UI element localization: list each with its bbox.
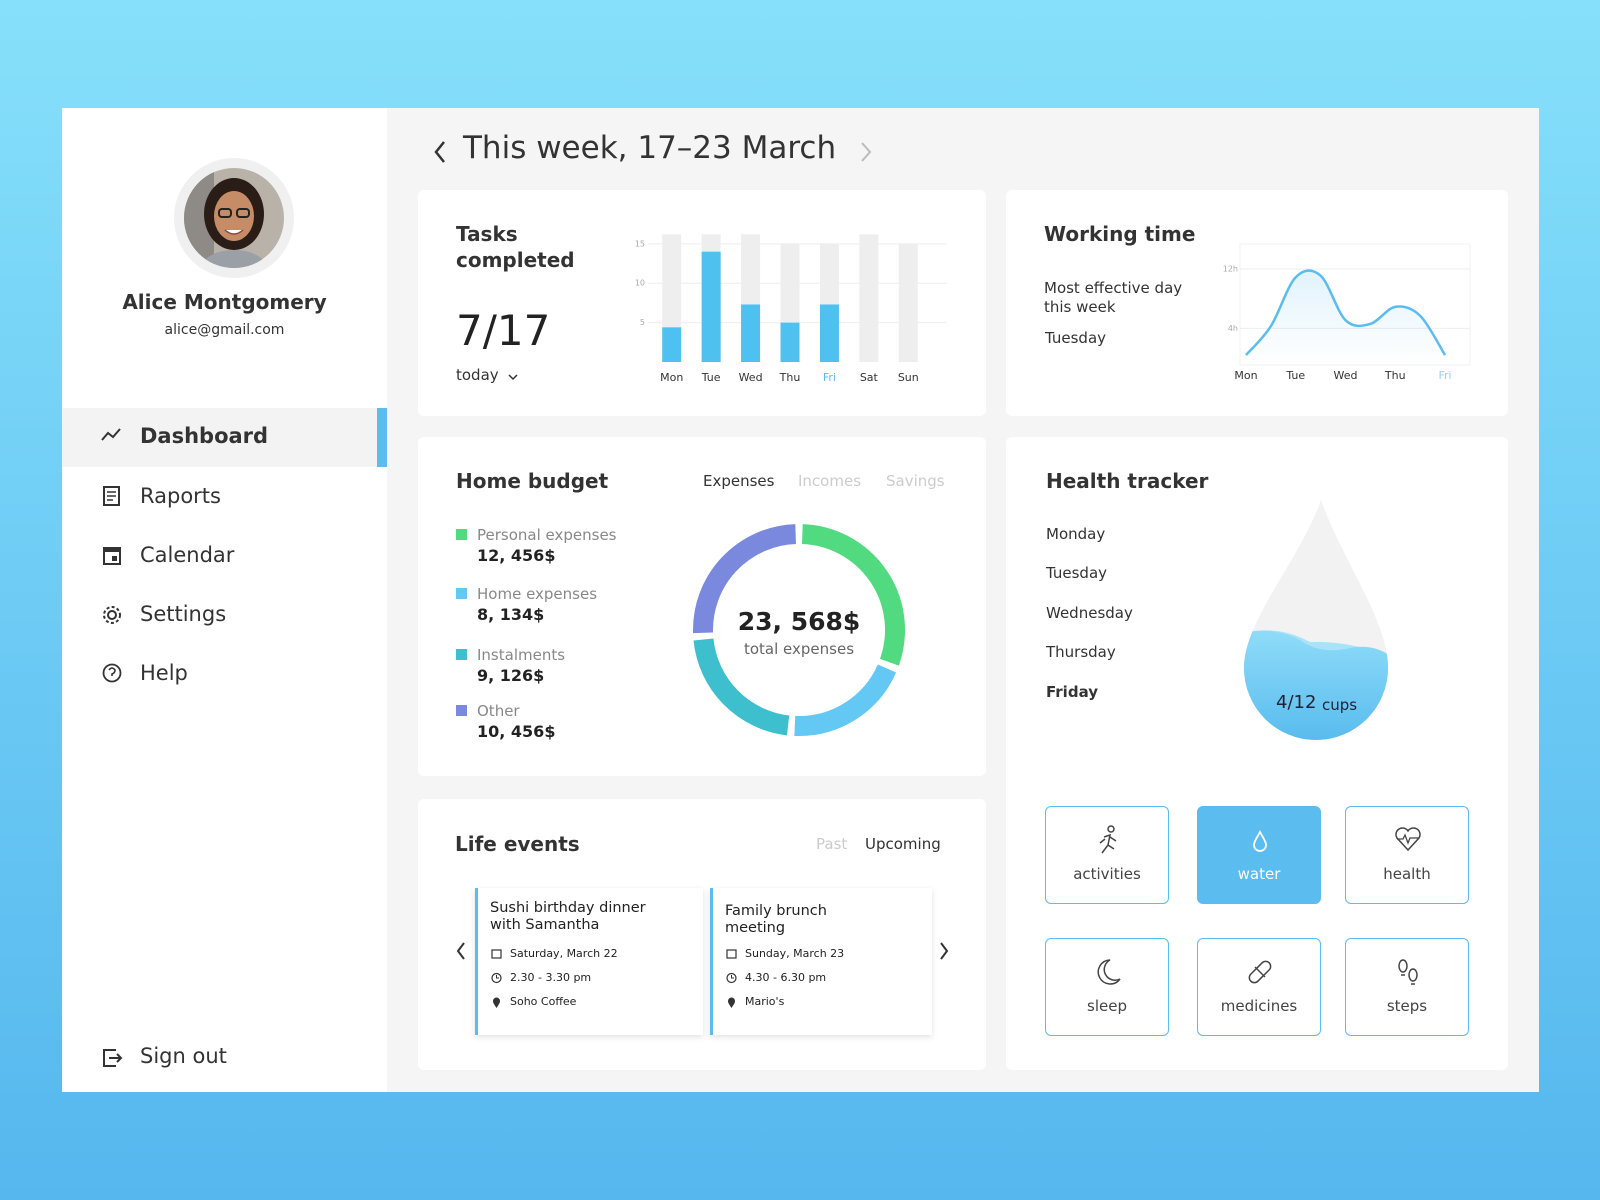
button-label: activities bbox=[1073, 865, 1141, 883]
carousel-arrows[interactable] bbox=[452, 940, 952, 962]
icon bbox=[1248, 960, 1272, 984]
nav-item[interactable]: Help bbox=[140, 661, 188, 685]
budget-tab[interactable]: Savings bbox=[886, 472, 945, 490]
budget-tab[interactable]: Incomes bbox=[798, 472, 862, 490]
tasks-summary: 7/17 bbox=[456, 306, 551, 355]
value-label: 12, 456$ bbox=[477, 546, 556, 565]
donut-center-label: total expenses bbox=[743, 640, 855, 658]
nav-icons bbox=[101, 428, 122, 683]
event-title: Family brunch meeting bbox=[725, 903, 827, 936]
event-title: Sushi birthday dinner with Samantha bbox=[490, 900, 646, 933]
card-title: Home budget bbox=[456, 469, 609, 493]
day[interactable]: Friday bbox=[1046, 683, 1099, 701]
nav-item[interactable]: Dashboard bbox=[140, 424, 269, 448]
event-card[interactable]: Sushi birthday dinner with Samantha Satu… bbox=[475, 888, 703, 1035]
card-title: Health tracker bbox=[1046, 469, 1209, 493]
water-count: 4/12 bbox=[1276, 692, 1317, 713]
user-email: alice@gmail.com bbox=[164, 322, 285, 338]
chart-subtitle: Most effective day this week bbox=[1044, 279, 1183, 316]
button-label: steps bbox=[1386, 997, 1428, 1015]
nav-item[interactable]: Calendar bbox=[140, 543, 235, 567]
event-time: 4.30 - 6.30 pm bbox=[745, 971, 827, 984]
value-label: 10, 456$ bbox=[477, 722, 556, 741]
card-title: Tasks completed bbox=[456, 222, 575, 272]
event-place: Soho Coffee bbox=[510, 995, 577, 1008]
day[interactable]: Wednesday bbox=[1046, 604, 1133, 622]
period-select[interactable]: today bbox=[456, 366, 499, 384]
card-title: Life events bbox=[455, 832, 580, 856]
day[interactable]: Tuesday bbox=[1046, 564, 1108, 582]
tracker-button[interactable]: water bbox=[1197, 806, 1321, 904]
tracker-button[interactable]: sleep bbox=[1045, 938, 1169, 1036]
events-tab[interactable]: Upcoming bbox=[865, 835, 941, 853]
event-date: Saturday, March 22 bbox=[510, 947, 618, 960]
water-drop bbox=[1244, 500, 1388, 740]
event-place: Mario's bbox=[745, 995, 785, 1008]
legend-label: Personal expenses bbox=[477, 526, 617, 544]
icon bbox=[1395, 827, 1421, 852]
event-date: Sunday, March 23 bbox=[745, 947, 845, 960]
user-name: Alice Montgomery bbox=[122, 290, 327, 314]
sign-out[interactable]: Sign out bbox=[140, 1044, 227, 1068]
day[interactable]: Monday bbox=[1046, 525, 1106, 543]
events-tab[interactable]: Past bbox=[816, 835, 848, 853]
water-unit: cups bbox=[1322, 696, 1358, 714]
icon bbox=[1398, 959, 1418, 985]
legend-label: Instalments bbox=[477, 646, 566, 664]
legend-label: Other bbox=[477, 702, 520, 720]
tracker-button[interactable]: activities bbox=[1045, 806, 1169, 904]
sign-out-icon bbox=[103, 1049, 123, 1067]
nav-item[interactable]: Settings bbox=[140, 602, 227, 626]
week-arrows[interactable] bbox=[430, 138, 890, 166]
event-time: 2.30 - 3.30 pm bbox=[510, 971, 592, 984]
value-label: 9, 126$ bbox=[477, 666, 545, 685]
event-card[interactable]: Family brunch meeting Sunday, March 23 4… bbox=[710, 888, 932, 1035]
donut-center-value: 23, 568$ bbox=[737, 607, 861, 636]
icon bbox=[1253, 829, 1267, 852]
budget-tab[interactable]: Expenses bbox=[703, 472, 775, 490]
nav-active-bar bbox=[377, 408, 387, 467]
tracker-button[interactable]: health bbox=[1345, 806, 1469, 904]
week-title: This week, 17–23 March bbox=[463, 130, 837, 166]
tracker-button[interactable]: medicines bbox=[1197, 938, 1321, 1036]
chart-annotation: Tuesday bbox=[1045, 329, 1107, 347]
dropdown-caret[interactable] bbox=[507, 372, 519, 382]
card-title: Working time bbox=[1044, 222, 1196, 246]
value-label: 8, 134$ bbox=[477, 605, 545, 624]
tracker-button[interactable]: steps bbox=[1345, 938, 1469, 1036]
icon bbox=[1099, 825, 1117, 854]
nav-item[interactable]: Raports bbox=[140, 484, 221, 508]
legend-label: Home expenses bbox=[477, 585, 598, 603]
day[interactable]: Thursday bbox=[1046, 643, 1116, 661]
button-label: health bbox=[1383, 865, 1431, 883]
nav-active-bg bbox=[62, 408, 387, 467]
button-label: medicines bbox=[1220, 997, 1298, 1015]
event-icons bbox=[726, 949, 737, 1008]
button-label: water bbox=[1237, 865, 1281, 883]
event-icons bbox=[491, 949, 502, 1008]
button-label: sleep bbox=[1087, 997, 1127, 1015]
avatar[interactable] bbox=[170, 154, 298, 282]
icon bbox=[1097, 959, 1121, 985]
